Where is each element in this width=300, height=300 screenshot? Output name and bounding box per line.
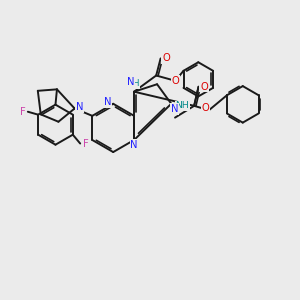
Text: N: N xyxy=(104,97,112,107)
Text: F: F xyxy=(82,139,88,148)
Text: O: O xyxy=(172,76,179,86)
Text: N: N xyxy=(127,77,134,87)
Text: F: F xyxy=(20,107,26,117)
Text: N: N xyxy=(76,102,84,112)
Text: O: O xyxy=(162,53,170,63)
Text: N: N xyxy=(130,140,138,150)
Text: N: N xyxy=(171,104,178,114)
Text: O: O xyxy=(200,82,208,92)
Text: O: O xyxy=(202,103,209,113)
Text: NH: NH xyxy=(176,101,189,110)
Text: H: H xyxy=(132,79,139,88)
